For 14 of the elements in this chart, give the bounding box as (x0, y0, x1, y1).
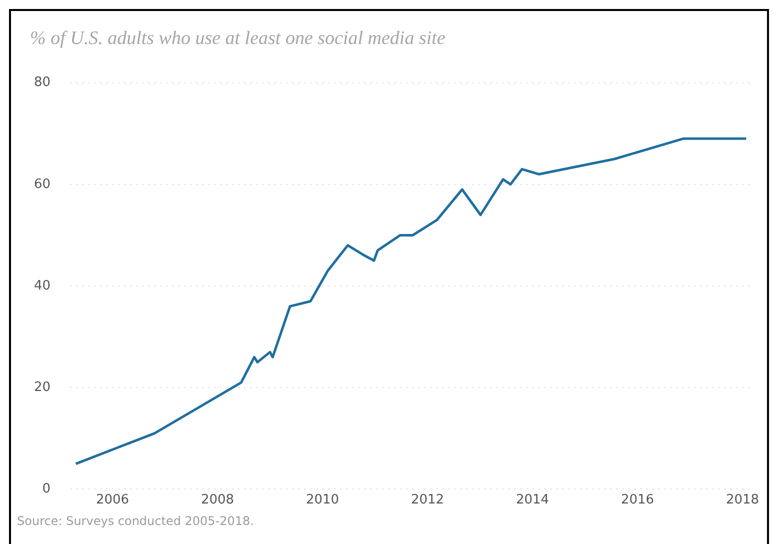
y-tick-label: 20 (34, 380, 51, 395)
x-tick-label: 2018 (726, 492, 760, 508)
x-tick-label: 2010 (306, 492, 340, 508)
x-tick-label: 2012 (410, 492, 444, 508)
x-tick-label: 2014 (516, 492, 550, 508)
y-tick-label: 80 (34, 75, 51, 90)
y-tick-label: 60 (34, 176, 51, 192)
y-tick-label: 0 (42, 482, 51, 497)
chart-title: % of U.S. adults who use at least one social media site (30, 28, 446, 50)
y-tick-label: 40 (34, 278, 51, 294)
x-tick-label: 2006 (96, 492, 130, 508)
x-tick-label: 2008 (200, 492, 234, 508)
source-note: Source: Surveys conducted 2005-2018. (17, 514, 254, 528)
x-tick-label: 2016 (620, 492, 654, 508)
